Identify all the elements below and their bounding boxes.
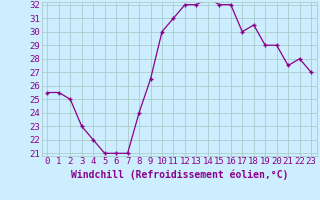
X-axis label: Windchill (Refroidissement éolien,°C): Windchill (Refroidissement éolien,°C): [70, 169, 288, 180]
